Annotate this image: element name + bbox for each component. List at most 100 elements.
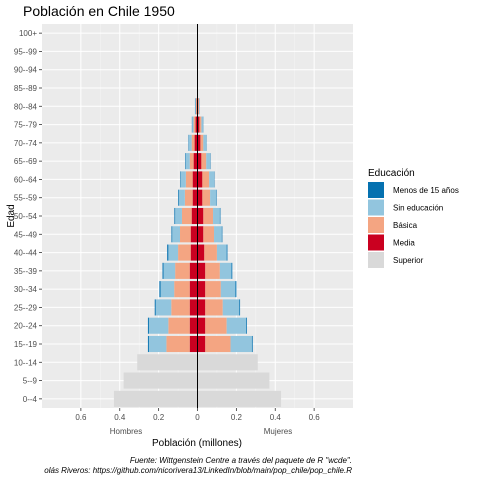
bar-segment bbox=[206, 153, 211, 170]
x-tick-labels: 0.6 0.4 0.2 0 0.2 0.4 0.6 bbox=[75, 408, 320, 422]
bar-segment bbox=[197, 207, 204, 225]
bar-segment bbox=[180, 171, 181, 188]
bar-segment bbox=[205, 262, 220, 279]
bar-segment bbox=[171, 226, 173, 243]
y-tick-label: 15--19 bbox=[14, 340, 38, 349]
y-tick-labels: 0--4 5--9 10--14 15--19 20--24 25--29 30--34 35… bbox=[14, 29, 42, 404]
bar-segment bbox=[192, 171, 198, 188]
y-tick-label: 35--39 bbox=[14, 267, 38, 276]
y-tick-label: 45--49 bbox=[14, 230, 38, 239]
caption-source: Fuente: Wittgenstein Centre a través del… bbox=[130, 456, 352, 465]
bar-segment bbox=[188, 134, 192, 151]
x-axis-title: Población (millones) bbox=[152, 438, 242, 449]
bar-segment bbox=[197, 281, 206, 298]
bar-segment bbox=[195, 116, 198, 133]
bar-segment bbox=[213, 207, 220, 225]
legend-swatch bbox=[368, 199, 384, 216]
x-tick-label: 0.4 bbox=[270, 413, 282, 422]
bar-segment bbox=[168, 244, 179, 261]
bar-segment bbox=[197, 171, 203, 188]
bar-segment bbox=[197, 354, 258, 371]
bar-segment bbox=[210, 189, 216, 206]
bar-segment bbox=[239, 299, 241, 316]
bar-segment bbox=[171, 299, 190, 316]
x-tick-label: 0.4 bbox=[114, 413, 126, 422]
y-tick-label: 70--74 bbox=[14, 139, 38, 148]
bar-segment bbox=[192, 189, 198, 206]
bar-segment bbox=[191, 207, 198, 225]
legend-swatch bbox=[368, 182, 384, 198]
legend-label: Superior bbox=[393, 256, 424, 265]
bar-segment bbox=[203, 134, 207, 151]
bar-segment bbox=[168, 317, 190, 334]
bar-segment bbox=[180, 171, 186, 188]
bar-segment bbox=[251, 335, 253, 353]
legend-label: Sin educación bbox=[393, 204, 443, 213]
bar-segment bbox=[178, 244, 191, 261]
bar-segment bbox=[166, 335, 190, 353]
bar-segment bbox=[209, 171, 215, 188]
bar-segment bbox=[216, 244, 227, 261]
bars bbox=[113, 79, 282, 407]
bar-segment bbox=[226, 244, 228, 261]
bar-segment bbox=[230, 335, 252, 353]
legend-label: Media bbox=[393, 239, 415, 248]
bar-segment bbox=[205, 281, 221, 298]
bar-segment bbox=[148, 317, 169, 334]
bar-segment bbox=[189, 317, 198, 334]
bar-segment bbox=[189, 299, 198, 316]
y-tick-label: 80--84 bbox=[14, 102, 38, 111]
bar-segment bbox=[185, 153, 186, 170]
bar-segment bbox=[160, 281, 175, 298]
bar-segment bbox=[205, 335, 231, 353]
y-tick-label: 60--64 bbox=[14, 175, 38, 184]
chart-title: Población en Chile 1950 bbox=[23, 3, 175, 19]
bar-segment bbox=[185, 153, 190, 170]
y-tick-label: 75--79 bbox=[14, 121, 38, 130]
bar-segment bbox=[147, 317, 149, 334]
bar-segment bbox=[189, 335, 198, 353]
bar-segment bbox=[199, 116, 202, 133]
bar-segment bbox=[193, 116, 196, 133]
y-tick-label: 85--89 bbox=[14, 84, 38, 93]
y-tick-label: 65--69 bbox=[14, 157, 38, 166]
bar-segment bbox=[197, 372, 270, 389]
legend-title: Educación bbox=[368, 168, 415, 179]
bar-segment bbox=[175, 207, 182, 225]
bar-segment bbox=[154, 299, 156, 316]
bar-segment bbox=[180, 226, 191, 243]
bar-segment bbox=[203, 226, 215, 243]
bar-segment bbox=[162, 262, 164, 279]
bar-segment bbox=[185, 171, 193, 188]
bar-segment bbox=[167, 244, 169, 261]
legend-swatch bbox=[368, 252, 384, 268]
x-tick-label: 0.6 bbox=[309, 413, 321, 422]
bar-segment bbox=[147, 335, 149, 353]
bar-segment bbox=[215, 189, 217, 206]
y-tick-label: 5--9 bbox=[23, 377, 38, 386]
bar-segment bbox=[189, 153, 194, 170]
x-tick-label: 0 bbox=[195, 413, 200, 422]
y-tick-label: 25--29 bbox=[14, 303, 38, 312]
y-tick-label: 55--59 bbox=[14, 194, 38, 203]
bar-segment bbox=[197, 226, 204, 243]
bar-segment bbox=[231, 262, 233, 279]
x-side-label-right: Mujeres bbox=[264, 427, 292, 436]
x-tick-label: 0.2 bbox=[231, 413, 243, 422]
bar-segment bbox=[246, 317, 247, 334]
bar-segment bbox=[197, 153, 202, 170]
bar-segment bbox=[155, 299, 172, 316]
bar-segment bbox=[203, 207, 214, 225]
bar-segment bbox=[159, 281, 161, 298]
bar-segment bbox=[190, 244, 198, 261]
bar-segment bbox=[197, 335, 206, 353]
bar-segment bbox=[219, 262, 232, 279]
y-tick-label: 40--44 bbox=[14, 249, 38, 258]
bar-segment bbox=[199, 98, 200, 115]
bar-segment bbox=[197, 189, 203, 206]
bar-segment bbox=[189, 281, 198, 298]
bar-segment bbox=[181, 207, 192, 225]
bar-segment bbox=[202, 171, 210, 188]
bar-segment bbox=[190, 226, 198, 243]
